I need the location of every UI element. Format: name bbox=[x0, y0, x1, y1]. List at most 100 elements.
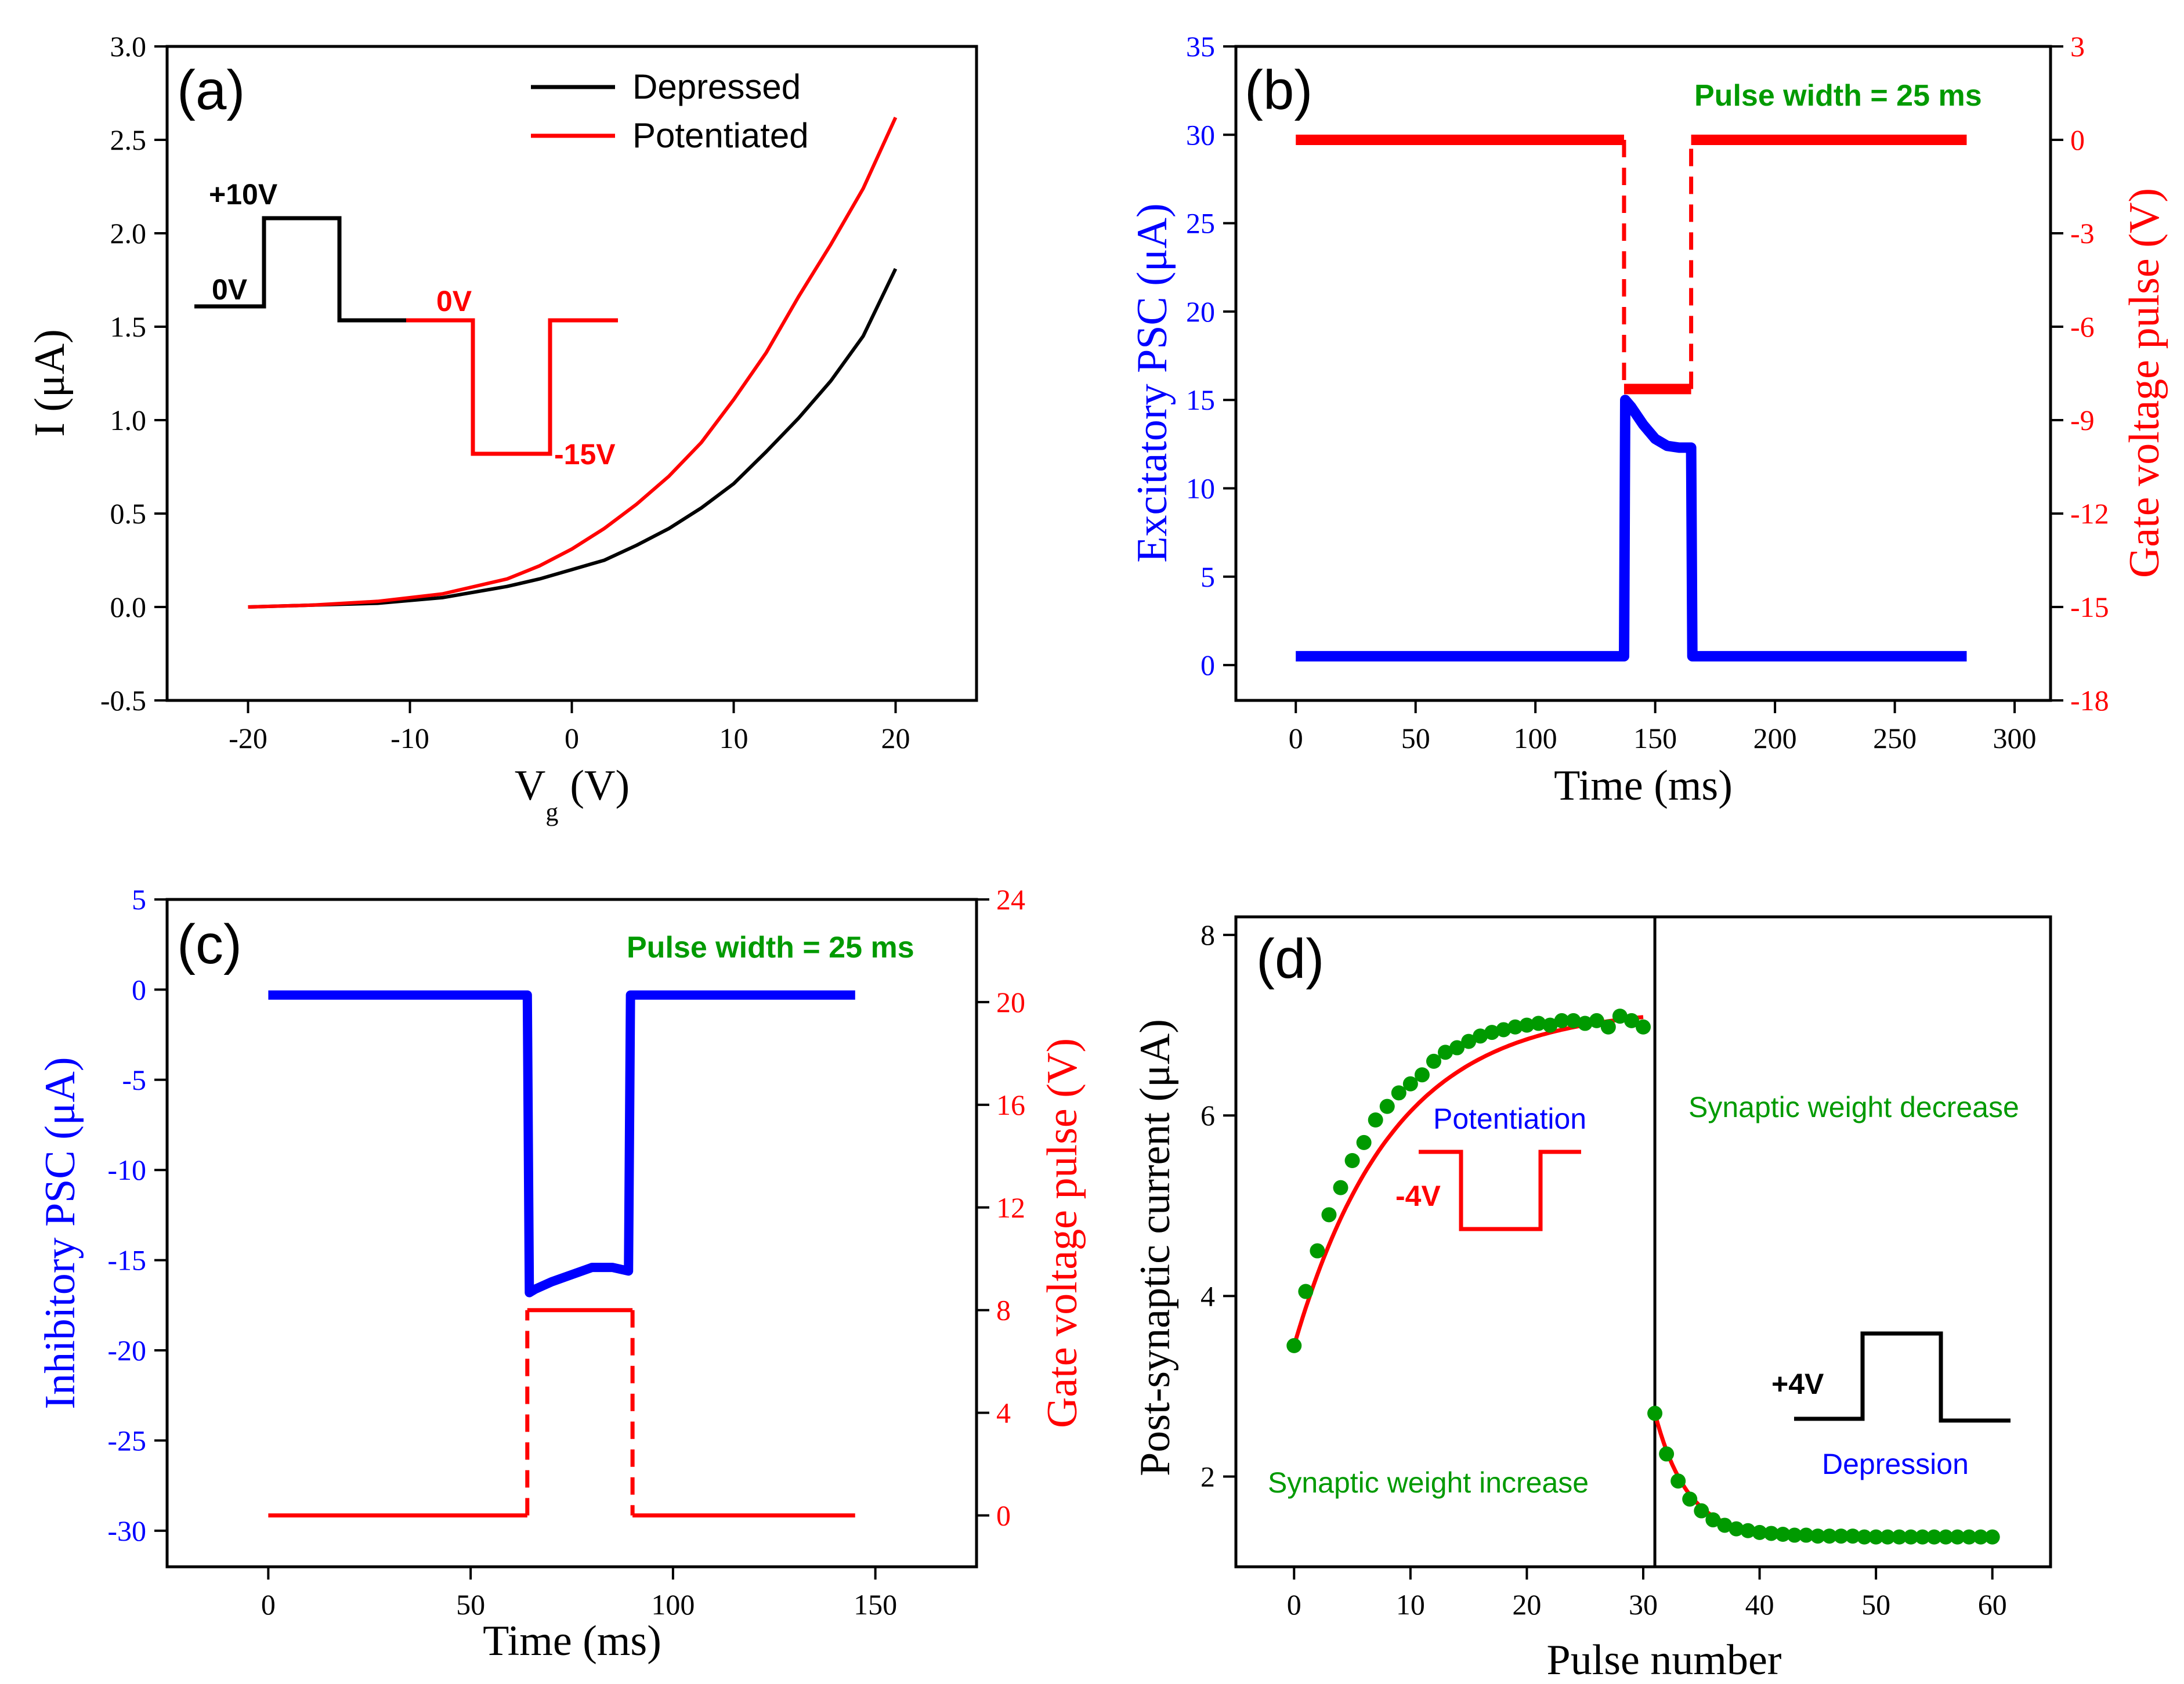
d-data-point bbox=[1414, 1067, 1430, 1083]
b-annotation: Pulse width = 25 ms bbox=[1694, 79, 1982, 113]
d-data-point bbox=[1938, 1529, 1954, 1545]
a-xtick-label: 0 bbox=[565, 722, 579, 754]
d-data-point bbox=[1880, 1529, 1896, 1545]
c-ytick-label: -10 bbox=[107, 1154, 146, 1186]
d-label-depression: Depression bbox=[1822, 1448, 1969, 1480]
d-xtick-label: 10 bbox=[1396, 1588, 1425, 1621]
b-panel-label: (b) bbox=[1245, 59, 1312, 121]
d-data-point bbox=[1682, 1491, 1698, 1507]
d-data-point bbox=[1496, 1022, 1512, 1038]
d-data-point bbox=[1845, 1528, 1861, 1544]
d-data-point bbox=[1391, 1085, 1406, 1101]
d-inset-label-pos4: +4V bbox=[1771, 1368, 1824, 1400]
d-data-point bbox=[1892, 1529, 1907, 1545]
d-label-potentiation: Potentiation bbox=[1433, 1103, 1586, 1135]
a-ytick-label: 1.0 bbox=[110, 404, 147, 436]
a-ytick-label: 2.0 bbox=[110, 217, 147, 250]
d-data-point bbox=[1356, 1134, 1372, 1150]
c-ytick-label: 5 bbox=[132, 883, 146, 916]
d-data-point bbox=[1449, 1040, 1465, 1056]
d-data-point bbox=[1717, 1517, 1733, 1533]
d-data-point bbox=[1903, 1529, 1919, 1545]
c-frame bbox=[165, 898, 978, 1569]
a-xlabel: Vg (V) bbox=[515, 762, 630, 826]
c-series-psc bbox=[268, 990, 855, 1298]
d-inset-label-neg4: -4V bbox=[1395, 1180, 1441, 1212]
d-data-point bbox=[1379, 1098, 1395, 1114]
d-data-point bbox=[1810, 1528, 1825, 1544]
panel-c: 0 50 100 15050-5-10-15-20-25-3024201612840(… bbox=[37, 883, 1086, 1665]
d-data-point bbox=[1915, 1529, 1930, 1545]
a-series-depressed bbox=[248, 268, 898, 609]
d-inset-pos-pulse bbox=[1794, 1331, 2011, 1423]
a-ytick-label: 3.0 bbox=[110, 30, 147, 63]
b-ytick-right-label: 3 bbox=[2070, 30, 2085, 63]
d-data-point bbox=[1298, 1284, 1314, 1299]
d-data-point bbox=[1798, 1527, 1814, 1543]
d-data-point bbox=[1659, 1446, 1675, 1462]
d-ytick-label: 8 bbox=[1201, 919, 1215, 951]
d-data-point bbox=[1623, 1013, 1639, 1028]
c-ytick-label: -20 bbox=[107, 1334, 146, 1367]
d-data-point bbox=[1589, 1013, 1604, 1028]
b-ytick-label: 0 bbox=[1201, 649, 1215, 681]
d-inset-neg-pulse bbox=[1419, 1150, 1581, 1231]
d-data-point bbox=[1868, 1529, 1884, 1545]
d-data-point bbox=[1670, 1473, 1686, 1489]
c-ytick-right-label: 8 bbox=[996, 1294, 1011, 1327]
c-ylabel-left: Inhibitory PSC (μA) bbox=[37, 1057, 84, 1409]
a-legend-label-potentiated: Potentiated bbox=[632, 116, 809, 155]
b-ytick-label: 10 bbox=[1186, 472, 1215, 504]
d-data-point bbox=[1507, 1019, 1523, 1035]
d-label-decrease: Synaptic weight decrease bbox=[1688, 1091, 2019, 1123]
b-xtick-label: 150 bbox=[1633, 722, 1677, 754]
d-xtick-label: 20 bbox=[1512, 1588, 1541, 1621]
a-ytick-label: 1.5 bbox=[110, 310, 147, 343]
d-xtick-label: 40 bbox=[1745, 1588, 1774, 1621]
d-data-point bbox=[1554, 1013, 1570, 1028]
c-ytick-label: -25 bbox=[107, 1424, 146, 1457]
d-xlabel: Pulse number bbox=[1547, 1636, 1782, 1684]
d-data-point bbox=[1950, 1529, 1965, 1545]
b-ytick-label: 35 bbox=[1186, 30, 1215, 63]
c-xtick-label: 150 bbox=[854, 1588, 897, 1621]
d-data-point bbox=[1484, 1025, 1500, 1040]
c-panel-label: (c) bbox=[177, 913, 242, 975]
a-panel-label: (a) bbox=[177, 59, 245, 121]
b-ytick-label: 25 bbox=[1186, 207, 1215, 240]
c-ytick-right-label: 4 bbox=[996, 1397, 1011, 1429]
a-ytick-label: -0.5 bbox=[100, 684, 146, 717]
b-ytick-label: 15 bbox=[1186, 384, 1215, 416]
b-ytick-right-label: -12 bbox=[2070, 497, 2109, 530]
c-ytick-label: -15 bbox=[107, 1244, 146, 1277]
a-xlabel-main: V bbox=[515, 762, 545, 810]
a-xtick-label: 10 bbox=[719, 722, 749, 754]
c-ytick-label: 0 bbox=[132, 973, 146, 1006]
d-data-point bbox=[1961, 1529, 1977, 1545]
d-data-point bbox=[1926, 1529, 1942, 1545]
d-data-point bbox=[1647, 1405, 1663, 1421]
a-inset-label-pos10: +10V bbox=[209, 178, 278, 211]
d-data-point bbox=[1565, 1013, 1581, 1028]
a-ytick-label: 0.5 bbox=[110, 497, 147, 530]
d-data-point bbox=[1402, 1076, 1418, 1092]
panel-d: 0 10 20 30 40 50 60 2 4 6 8 (d) Potentiation Synaptic… bbox=[1131, 915, 2052, 1684]
c-xtick-label: 0 bbox=[261, 1588, 276, 1621]
d-xtick-label: 50 bbox=[1861, 1588, 1890, 1621]
b-xtick-label: 250 bbox=[1873, 722, 1917, 754]
b-ytick-right-label: -18 bbox=[2070, 684, 2109, 717]
d-data-point bbox=[1694, 1503, 1709, 1519]
b-ytick-right-label: -15 bbox=[2070, 591, 2109, 623]
d-fit bbox=[1292, 1015, 1644, 1346]
d-data-point bbox=[1344, 1153, 1360, 1168]
b-ytick-right-label: 0 bbox=[2070, 124, 2085, 156]
b-xlabel: Time (ms) bbox=[1554, 762, 1733, 810]
c-ytick-right-label: 16 bbox=[996, 1089, 1025, 1121]
d-data-point bbox=[1729, 1521, 1744, 1537]
c-ytick-label: -30 bbox=[107, 1515, 146, 1547]
b-ylabel-right: Gate voltage pulse (V) bbox=[2121, 188, 2168, 578]
d-data-point bbox=[1740, 1523, 1756, 1538]
c-xlabel: Time (ms) bbox=[483, 1617, 661, 1665]
d-data-point bbox=[1763, 1526, 1779, 1541]
